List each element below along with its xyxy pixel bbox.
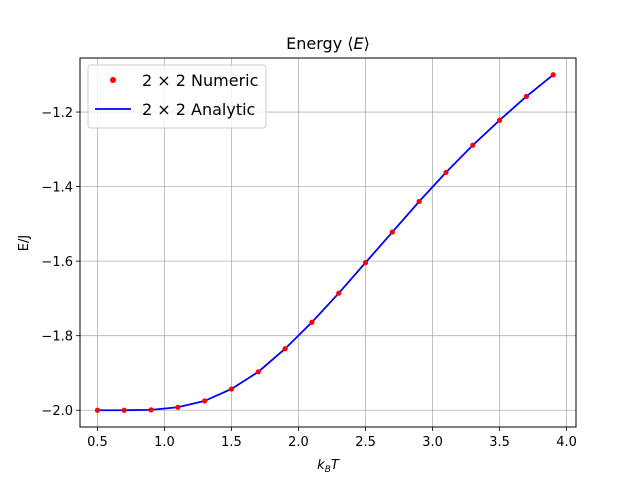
y-tick-label: −2.0: [41, 404, 73, 419]
data-point-numeric: [389, 229, 395, 235]
y-tick-label: −1.2: [41, 106, 73, 121]
data-point-numeric: [202, 398, 208, 404]
series-line-analytic: [97, 74, 554, 412]
x-tick-label: 4.0: [556, 435, 577, 450]
data-point-numeric: [336, 290, 342, 296]
x-tick-label: 1.5: [221, 435, 242, 450]
data-point-numeric: [255, 369, 261, 375]
y-tick-label: −1.6: [41, 255, 73, 270]
data-point-numeric: [362, 260, 369, 266]
data-point-numeric: [282, 346, 288, 352]
series-layer: [94, 72, 556, 413]
legend: 2 × 2 Numeric 2 × 2 Analytic: [87, 64, 267, 129]
legend-label-analytic: 2 × 2 Analytic: [142, 100, 255, 119]
data-point-numeric: [228, 386, 235, 392]
data-point-numeric: [496, 117, 503, 123]
x-tick-label: 1.0: [154, 435, 175, 450]
data-point-numeric: [94, 407, 101, 413]
x-axis-label: kBT: [317, 458, 340, 475]
data-point-numeric: [309, 319, 315, 325]
x-tick-label: 2.0: [288, 435, 309, 450]
legend-frame: [87, 64, 267, 129]
data-point-numeric: [121, 407, 127, 413]
x-tick-label: 0.5: [87, 435, 108, 450]
plot-frame: [79, 57, 577, 428]
data-point-numeric: [550, 72, 556, 78]
x-axis-ticks: 0.5 1.0 1.5 2.0 2.5 3.0 3.5 4.0: [87, 427, 577, 450]
data-point-numeric: [175, 404, 181, 410]
y-tick-label: −1.8: [41, 330, 73, 345]
chart-title: Energy ⟨E⟩: [286, 34, 370, 53]
legend-label-numeric: 2 × 2 Numeric: [142, 71, 258, 90]
data-point-numeric: [523, 93, 530, 99]
y-tick-label: −1.4: [41, 181, 73, 196]
data-point-numeric: [443, 169, 449, 176]
y-axis-label: E/J: [17, 235, 32, 251]
x-tick-label: 3.0: [422, 435, 443, 450]
legend-marker-numeric: [110, 77, 116, 83]
x-tick-label: 3.5: [489, 435, 510, 450]
data-point-numeric: [416, 198, 422, 205]
data-point-numeric: [148, 407, 154, 413]
x-tick-label: 2.5: [355, 435, 376, 450]
y-axis-ticks: −2.0 −1.8 −1.6 −1.4 −1.2: [41, 106, 80, 419]
data-point-numeric: [470, 142, 476, 148]
